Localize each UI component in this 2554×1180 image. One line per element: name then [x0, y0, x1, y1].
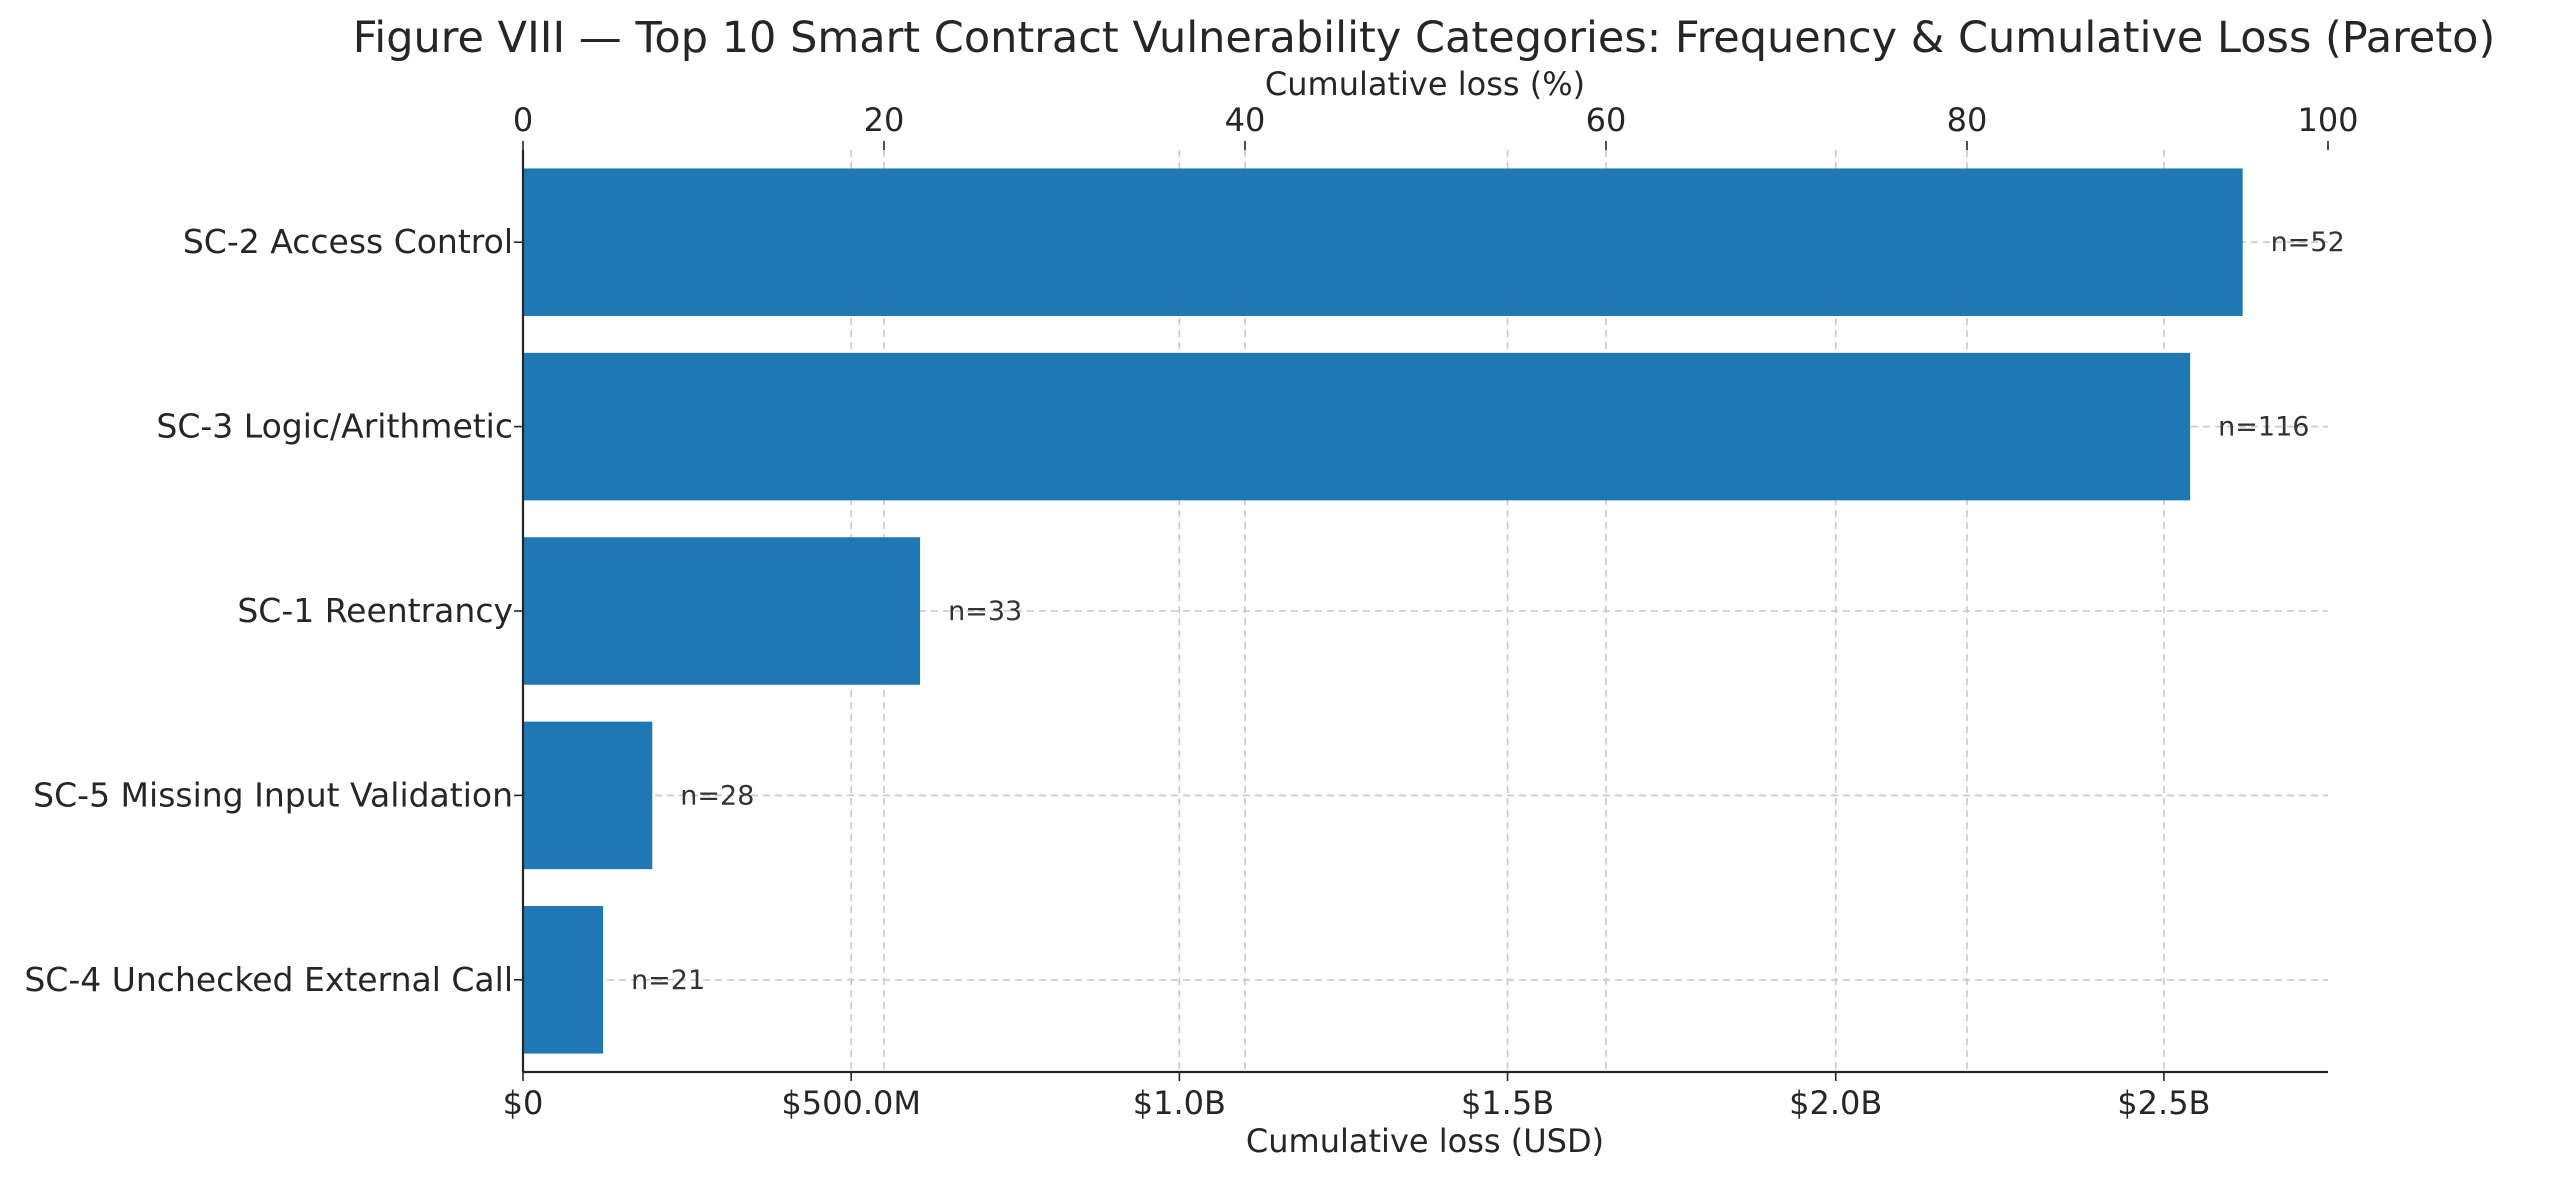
- chart-title: Figure VIII — Top 10 Smart Contract Vuln…: [353, 13, 2496, 63]
- category-label-2: SC-1 Reentrancy: [237, 591, 513, 630]
- x2-tick-label-0: 0: [513, 101, 533, 139]
- bar-count-label-0: n=52: [2271, 227, 2345, 258]
- x-tick-label-3: $1.5B: [1461, 1084, 1554, 1122]
- category-label-1: SC-3 Logic/Arithmetic: [156, 407, 513, 446]
- top-axis-label: Cumulative loss (%): [1265, 65, 1585, 103]
- x-tick-label-2: $1.0B: [1133, 1084, 1226, 1122]
- bar-count-label-4: n=21: [631, 965, 705, 996]
- bar-4: [523, 906, 604, 1054]
- category-label-4: SC-4 Unchecked External Call: [24, 960, 513, 999]
- x2-tick-label-4: 80: [1947, 101, 1988, 139]
- x-tick-label-5: $2.5B: [2117, 1084, 2210, 1122]
- bar-count-label-3: n=28: [680, 780, 754, 811]
- bar-3: [523, 721, 653, 870]
- x-tick-label-1: $500.0M: [781, 1084, 921, 1122]
- axes: [514, 141, 2329, 1081]
- bar-count-label-1: n=116: [2218, 412, 2309, 443]
- x-tick-label-4: $2.0B: [1789, 1084, 1882, 1122]
- bar-1: [523, 352, 2191, 501]
- labels: $0 $500.0M $1.0B $1.5B $2.0B $2.5B 0 20 40 60 80 10…: [24, 101, 2358, 1122]
- bar-0: [523, 168, 2243, 316]
- x-tick-label-0: $0: [503, 1084, 544, 1122]
- bar-count-label-2: n=33: [948, 596, 1022, 627]
- x2-tick-label-1: 20: [864, 101, 905, 139]
- x2-tick-label-3: 60: [1586, 101, 1627, 139]
- category-label-3: SC-5 Missing Input Validation: [33, 775, 513, 814]
- bar-2: [523, 537, 921, 685]
- x2-tick-label-2: 40: [1225, 101, 1266, 139]
- category-label-0: SC-2 Access Control: [183, 222, 513, 261]
- bottom-axis-label: Cumulative loss (USD): [1246, 1122, 1604, 1160]
- x2-tick-label-5: 100: [2297, 101, 2358, 139]
- bars: [523, 168, 2243, 1054]
